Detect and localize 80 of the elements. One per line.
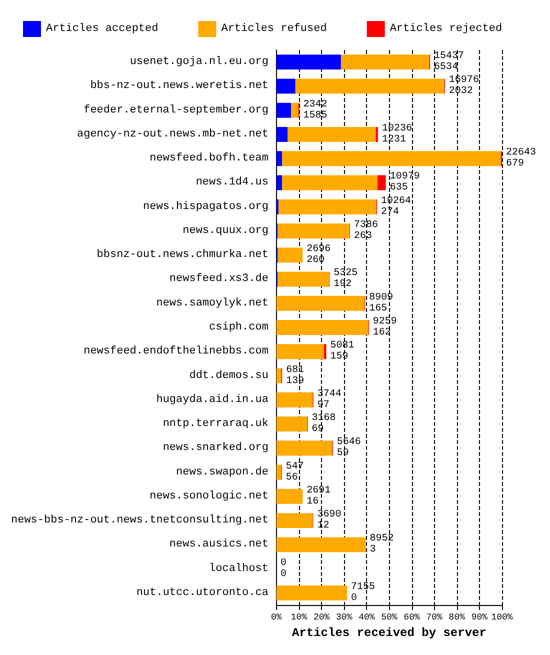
y-tick-label: news-bbs-nz-out.news.tnetconsulting.net <box>10 514 268 527</box>
y-tick-label: localhost <box>209 562 268 575</box>
x-tick-label: 0% <box>271 612 282 622</box>
legend-label: Articles accepted <box>46 23 158 35</box>
annotation: 2691 16 <box>306 485 331 508</box>
y-tick-label: news.1d4.us <box>196 176 268 189</box>
bar <box>288 126 376 142</box>
bar <box>276 585 348 600</box>
annotation: 7386 263 <box>354 220 378 242</box>
bar <box>276 102 292 118</box>
bar <box>276 368 282 384</box>
annotation: 22643 679 <box>506 148 536 170</box>
legend-label: Articles rejected <box>390 23 502 35</box>
x-tick-label: 60% <box>404 612 420 622</box>
y-tick-label: csiph.com <box>209 322 269 334</box>
bar <box>291 102 298 118</box>
bar <box>282 151 501 166</box>
bar <box>276 151 282 166</box>
y-tick-label: bbs-nz-out.news.weretis.net <box>90 80 268 92</box>
bar <box>276 344 324 360</box>
annotation: 16976 2032 <box>448 75 479 98</box>
x-tick-label: 30% <box>336 612 353 622</box>
x-tick-label: 40% <box>358 612 376 622</box>
y-tick-label: news.snarked.org <box>162 442 268 454</box>
annotation: 7155 0 <box>351 582 376 604</box>
bar <box>276 416 308 432</box>
bar <box>276 54 341 70</box>
bar <box>276 175 282 190</box>
annotation: 547 56 <box>286 461 304 484</box>
x-axis-title: Articles received by server <box>292 626 486 640</box>
annotation: 10979 635 <box>390 172 420 194</box>
bar <box>276 537 366 552</box>
annotation: 2696 260 <box>306 244 331 266</box>
bar <box>276 296 365 311</box>
bar <box>276 78 296 94</box>
y-tick-label: hugayda.aid.in.ua <box>156 394 269 406</box>
bar <box>276 464 282 480</box>
x-tick-label: 50% <box>381 612 398 622</box>
bar <box>276 488 303 504</box>
y-tick-label: news.quux.org <box>182 224 268 237</box>
x-tick-label: 20% <box>313 612 330 622</box>
y-tick-label: news.samoylyk.net <box>156 297 268 310</box>
bar <box>295 78 444 94</box>
x-tick-label: 100% <box>491 612 514 622</box>
bar <box>276 126 288 142</box>
bar <box>276 513 313 528</box>
y-tick-label: nntp.terraraq.uk <box>162 418 269 430</box>
y-tick-label: news.sonologic.net <box>150 490 268 502</box>
annotation: 8952 3 <box>370 534 394 556</box>
annotation: 15437 6534 <box>434 51 464 74</box>
legend-label: Articles refused <box>221 23 327 35</box>
bar <box>276 440 332 456</box>
bar <box>276 320 368 335</box>
y-tick-label: newsfeed.endofthelinebbs.com <box>84 346 269 358</box>
bar <box>278 199 376 214</box>
y-tick-label: nut.utcc.utoronto.ca <box>136 586 269 599</box>
y-tick-label: news.hispagatos.org <box>143 200 268 213</box>
x-tick-label: 10% <box>290 612 308 622</box>
annotation: 0 0 <box>280 558 286 580</box>
bar <box>278 224 350 238</box>
bar <box>340 54 430 70</box>
y-tick-label: bbsnz-out.news.chmurka.net <box>96 249 268 262</box>
y-tick-label: agency-nz-out.news.mb-net.net <box>77 128 268 140</box>
x-tick-label: 80% <box>448 612 466 622</box>
bar <box>276 392 313 408</box>
x-tick-label: 70% <box>426 612 444 622</box>
annotation: 8909 165 <box>369 292 394 314</box>
y-tick-label: usenet.goja.nl.eu.org <box>130 56 268 68</box>
bar <box>278 248 303 263</box>
y-tick-label: feeder.eternal-september.org <box>84 104 268 116</box>
y-tick-label: newsfeed.xs3.de <box>169 273 268 286</box>
bar <box>282 175 378 190</box>
bar <box>377 175 386 190</box>
y-tick-label: newsfeed.bofh.team <box>150 152 269 165</box>
y-tick-label: ddt.demos.su <box>189 370 268 382</box>
y-tick-label: news.swapon.de <box>176 466 268 478</box>
annotation: 2342 1585 <box>303 99 328 122</box>
bar <box>278 272 330 287</box>
x-tick-label: 90% <box>471 612 488 622</box>
y-tick-label: news.ausics.net <box>169 538 268 551</box>
